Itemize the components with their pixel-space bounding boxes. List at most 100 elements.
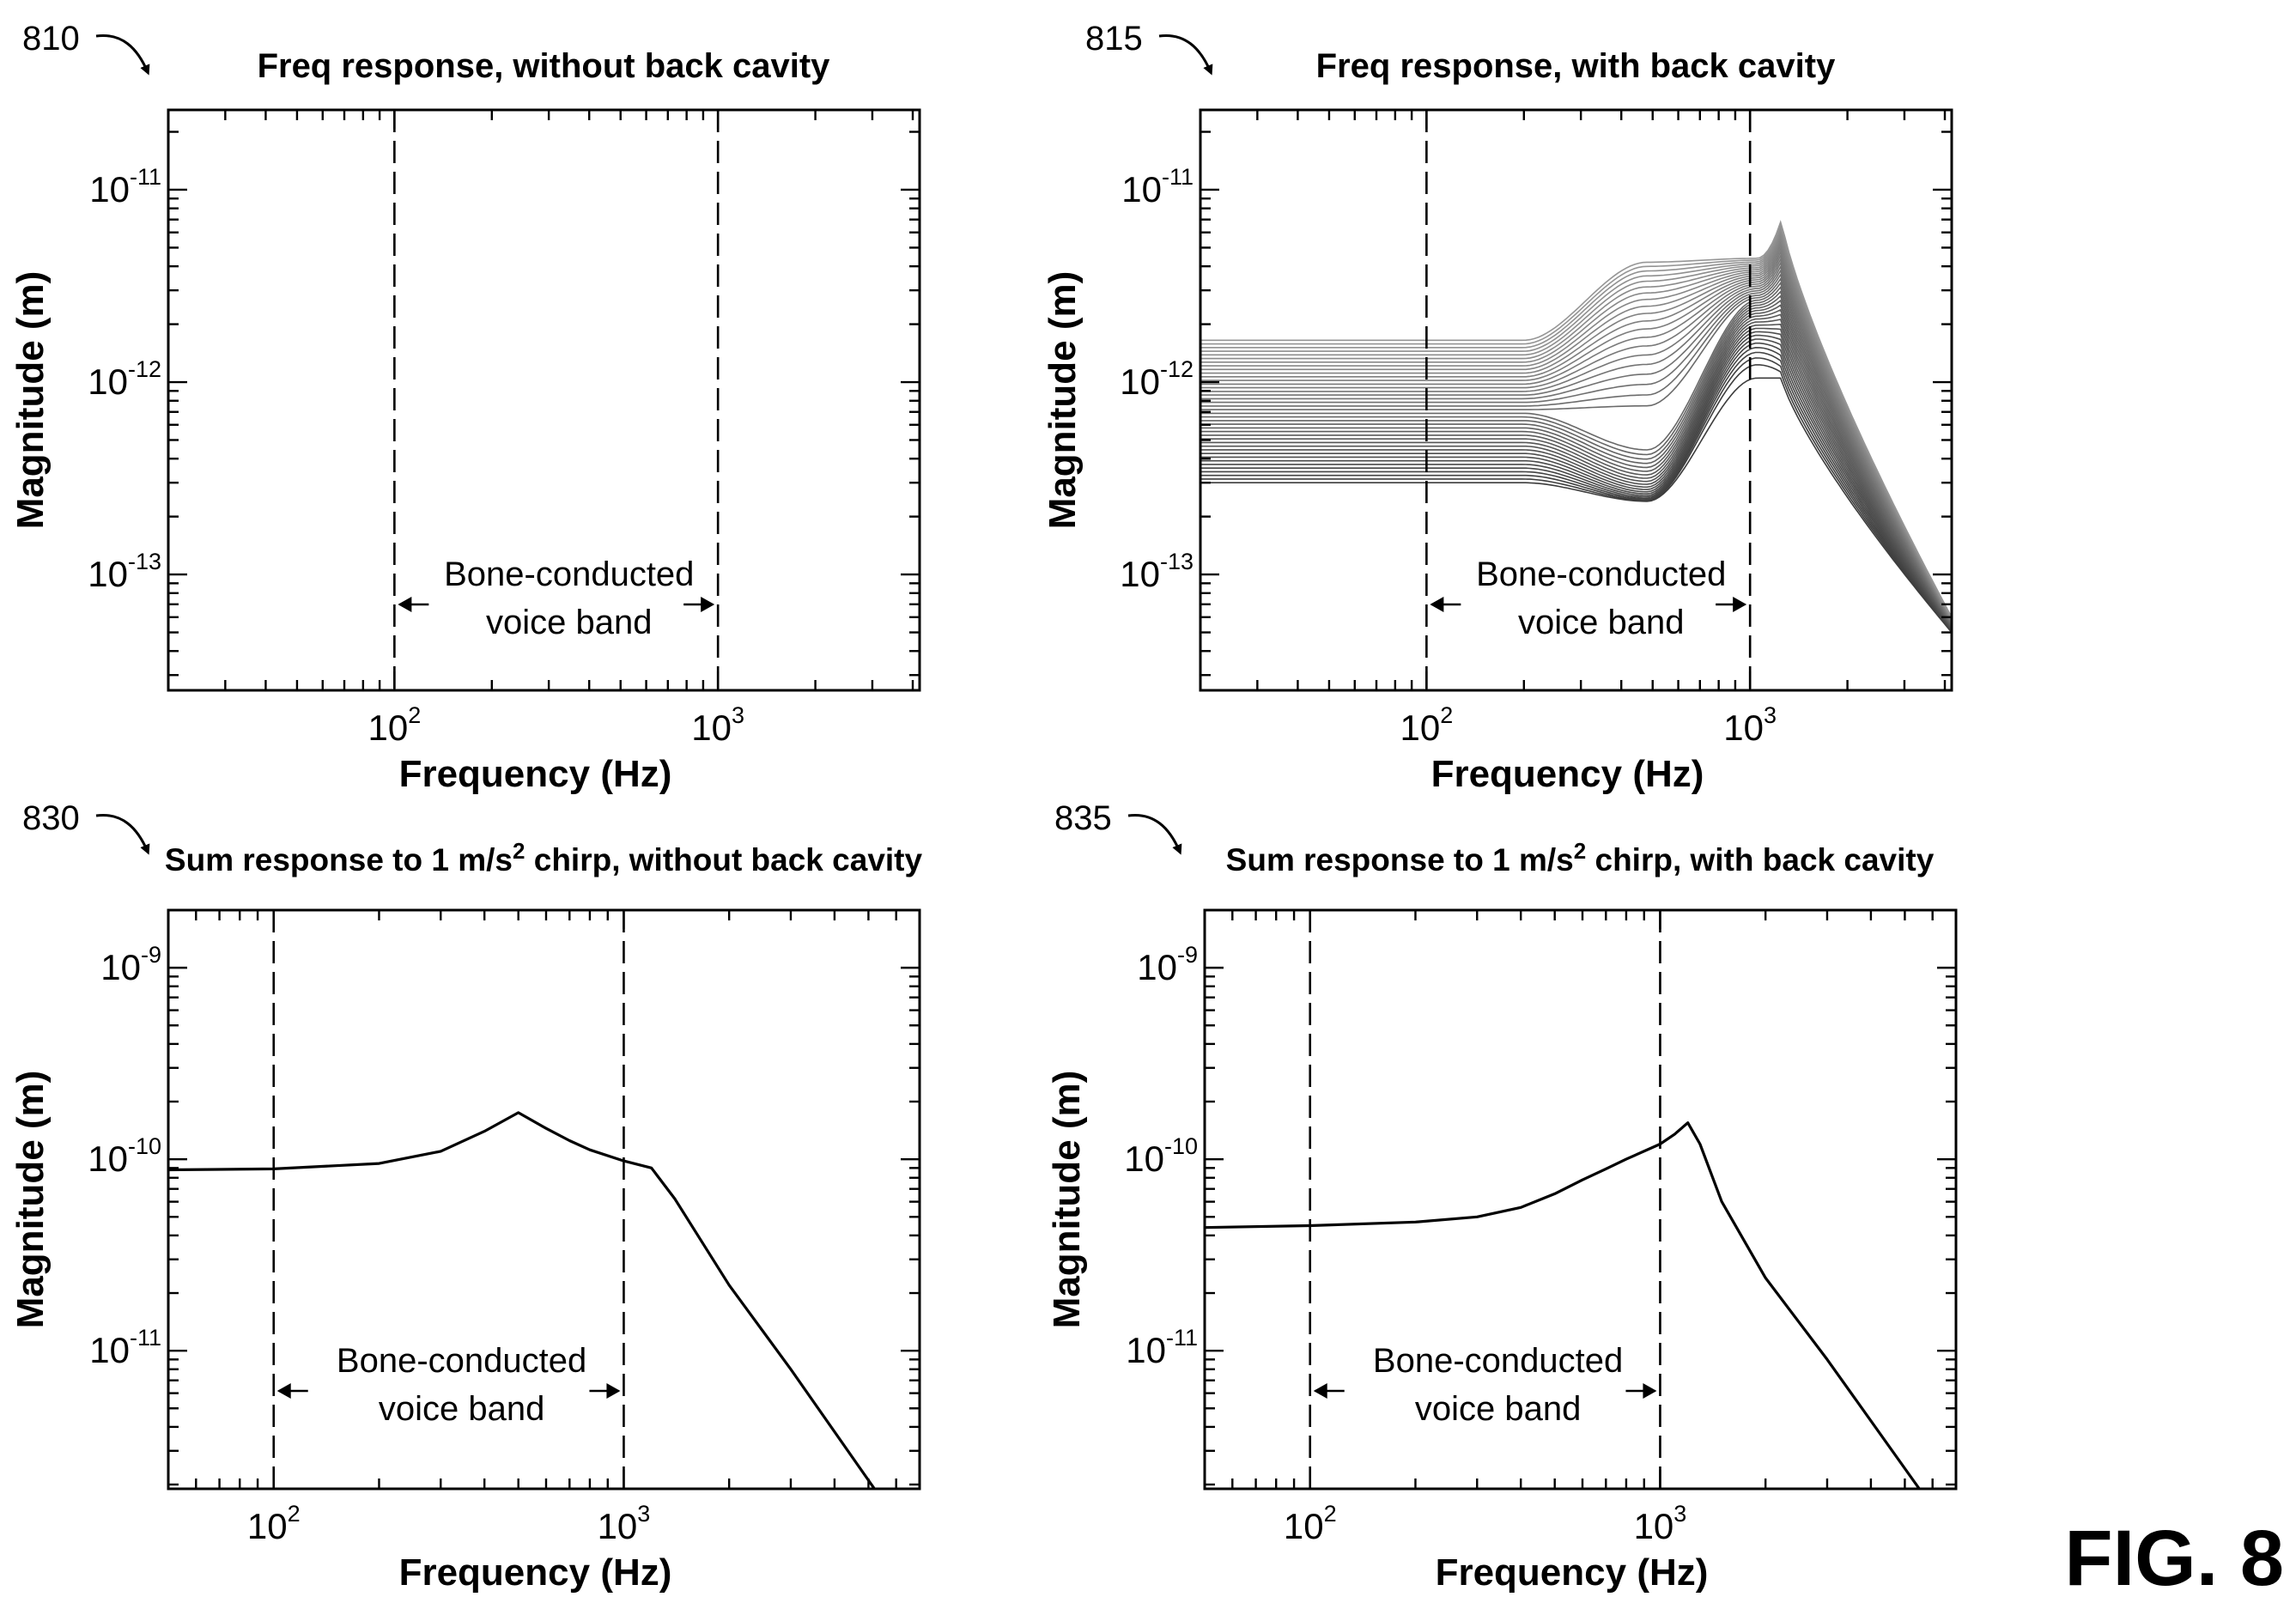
response-curve	[1200, 237, 1952, 621]
axis-ticks	[1199, 110, 1952, 690]
panel-815: 815 Freq response, with back cavity 102 103…	[1042, 20, 1953, 795]
response-curve	[1200, 351, 1952, 632]
response-curve	[1200, 294, 1952, 627]
reference-numeral: 835	[1054, 799, 1112, 837]
y-tick-label: 10-10	[1124, 1133, 1198, 1179]
response-curve	[1200, 264, 1952, 624]
reference-numeral: 830	[22, 799, 80, 837]
series-line	[168, 1111, 876, 1489]
response-curve	[1200, 299, 1952, 628]
response-curve	[1200, 364, 1952, 633]
response-curve	[1200, 357, 1952, 633]
y-tick-label: 10-11	[89, 1325, 161, 1370]
chart-title: Sum response to 1 m/s2 chirp, without ba…	[165, 838, 923, 877]
y-tick-label: 10-11	[1126, 1325, 1198, 1370]
annotation-arrow-right	[589, 1383, 621, 1399]
response-curve	[1200, 253, 1952, 623]
voice-band-annotation: Bone-conducted voice band	[1430, 556, 1747, 641]
response-curve	[1200, 246, 1952, 622]
response-curve	[1200, 273, 1952, 625]
annotation-line-2: voice band	[486, 604, 652, 641]
panel-835: 835 Sum response to 1 m/s2 chirp, with ba…	[1046, 799, 1958, 1594]
chart-title: Freq response, with back cavity	[1316, 47, 1836, 85]
x-axis-label: Frequency (Hz)	[399, 753, 672, 795]
response-curve	[1200, 331, 1952, 630]
panels: 810 Freq response, without back cavity 102…	[9, 20, 1958, 1594]
leader-arrow	[1158, 33, 1213, 76]
x-tick-label: 103	[598, 1501, 651, 1546]
response-curve	[1200, 304, 1952, 628]
chart-title: Freq response, without back cavity	[258, 47, 831, 85]
panel-830: 830 Sum response to 1 m/s2 chirp, without…	[9, 799, 922, 1594]
leader-arrow	[1127, 813, 1182, 855]
voice-band-annotation: Bone-conducted voice band	[276, 1342, 621, 1428]
response-curve	[1200, 290, 1952, 627]
axis-ticks	[1203, 908, 1958, 1489]
response-curve	[1200, 250, 1952, 622]
chart-title: Sum response to 1 m/s2 chirp, with back …	[1226, 838, 1935, 877]
annotation-line-1: Bone-conducted	[1476, 556, 1726, 593]
response-curve	[1200, 281, 1952, 626]
y-tick-label: 10-11	[1121, 164, 1194, 209]
annotation-arrow-right	[1716, 597, 1747, 612]
response-curve	[1200, 323, 1952, 629]
axis-ticks	[167, 908, 921, 1489]
reference-numeral: 815	[1085, 20, 1143, 58]
plot-area	[1205, 1121, 1921, 1489]
response-curve	[1200, 313, 1952, 628]
y-tick-label: 10-12	[88, 356, 161, 402]
y-tick-label: 10-10	[88, 1133, 161, 1179]
panel-810: 810 Freq response, without back cavity 102…	[9, 20, 921, 795]
response-curve	[1200, 257, 1952, 623]
annotation-arrow-left	[1313, 1383, 1345, 1399]
annotation-arrow-right	[1625, 1383, 1657, 1399]
y-axis-label: Magnitude (m)	[1042, 271, 1084, 530]
voice-band-annotation: Bone-conducted voice band	[398, 556, 715, 641]
response-curve	[1200, 377, 1952, 634]
annotation-arrow-left	[1430, 597, 1461, 612]
response-curve-family	[1200, 220, 1952, 634]
axes-frame	[167, 908, 921, 1491]
response-curve	[1200, 319, 1952, 628]
voice-band-annotation: Bone-conducted voice band	[1313, 1342, 1657, 1428]
y-tick-label: 10-9	[100, 942, 161, 987]
response-curve	[1200, 276, 1952, 625]
y-tick-label: 10-13	[1120, 549, 1194, 594]
figure-label: FIG. 8	[2064, 1515, 2284, 1602]
annotation-arrow-right	[683, 597, 715, 612]
response-curve	[1200, 231, 1952, 620]
y-tick-label: 10-11	[89, 164, 161, 209]
response-curve	[1200, 269, 1952, 624]
y-axis-label: Magnitude (m)	[9, 271, 52, 530]
response-curve	[1200, 240, 1952, 622]
response-curve	[1200, 342, 1952, 631]
response-curve	[1200, 243, 1952, 622]
annotation-line-1: Bone-conducted	[1373, 1342, 1623, 1380]
series-line	[1205, 1121, 1921, 1489]
response-curve	[1200, 334, 1952, 630]
leader-arrow	[95, 813, 150, 855]
annotation-arrow-left	[276, 1383, 308, 1399]
annotation-line-1: Bone-conducted	[444, 556, 694, 593]
plot-area	[168, 1111, 876, 1489]
x-axis-label: Frequency (Hz)	[1431, 753, 1704, 795]
x-tick-label: 102	[247, 1501, 301, 1546]
y-axis-label: Magnitude (m)	[1046, 1071, 1088, 1329]
plot-area	[1200, 220, 1952, 634]
response-curve	[1200, 338, 1952, 631]
response-curve	[1200, 346, 1952, 632]
response-curve	[1200, 234, 1952, 621]
x-axis-label: Frequency (Hz)	[1436, 1551, 1709, 1594]
y-tick-label: 10-9	[1137, 942, 1198, 987]
response-curve	[1200, 327, 1952, 629]
response-curve	[1200, 308, 1952, 628]
x-tick-label: 102	[1400, 702, 1453, 748]
axes-frame	[1203, 908, 1958, 1491]
response-curve	[1200, 220, 1952, 618]
annotation-line-2: voice band	[379, 1390, 544, 1428]
annotation-line-2: voice band	[1415, 1390, 1581, 1428]
response-curve	[1200, 261, 1952, 624]
annotation-arrow-left	[398, 597, 429, 612]
y-tick-label: 10-13	[88, 549, 161, 594]
